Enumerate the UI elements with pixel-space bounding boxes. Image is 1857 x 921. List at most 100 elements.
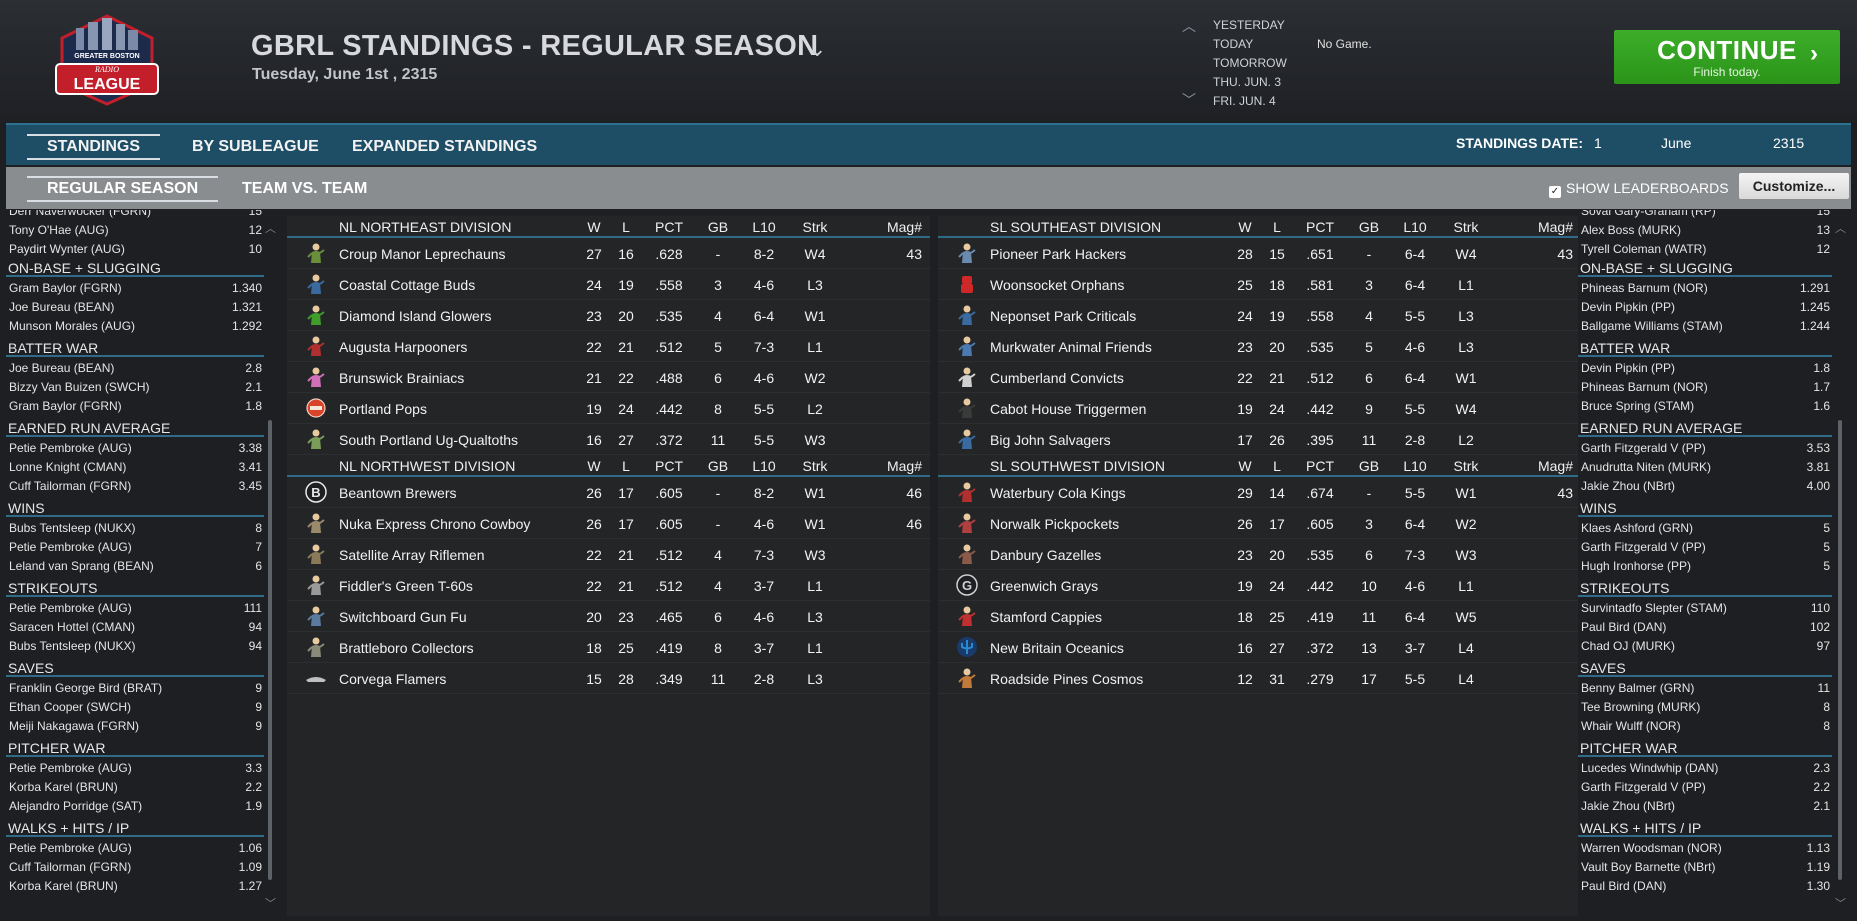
leader-row[interactable]: Joe Bureau (BEAN) 2.8 (6, 359, 264, 378)
team-row[interactable]: South Portland Ug-Qualtoths 16 27 .372 11 5-5… (287, 424, 930, 455)
leader-row[interactable]: Paydirt Wynter (AUG) 10 (6, 240, 264, 259)
tab-by-subleague[interactable]: BY SUBLEAGUE (192, 138, 319, 155)
team-name[interactable]: Woonsocket Orphans (990, 277, 1125, 293)
leader-row[interactable]: Survintadfo Slepter (STAM) 110 (1578, 599, 1832, 618)
leader-row[interactable]: Bubs Tentsleep (NUKX) 94 (6, 637, 264, 656)
leader-row[interactable]: Alejandro Porridge (SAT) 1.9 (6, 797, 264, 816)
leader-row[interactable]: Lonne Knight (CMAN) 3.41 (6, 458, 264, 477)
column-header-l[interactable]: L (1273, 458, 1281, 474)
team-name[interactable]: Satellite Array Riflemen (339, 547, 485, 563)
leader-row[interactable]: Korba Karel (BRUN) 2.2 (6, 778, 264, 797)
scroll-down-icon[interactable]: ﹀ (265, 898, 276, 910)
column-header-pct[interactable]: PCT (655, 458, 683, 474)
leader-row[interactable]: Korba Karel (BRUN) 1.27 (6, 877, 264, 896)
leader-row[interactable]: Devin Pipkin (PP) 1.245 (1578, 298, 1832, 317)
leader-row[interactable]: Petie Pembroke (AUG) 111 (6, 599, 264, 618)
leader-row[interactable]: Garth Fitzgerald V (PP) 5 (1578, 538, 1832, 557)
leader-row[interactable]: Bizzy Van Buizen (SWCH) 2.1 (6, 378, 264, 397)
column-header-pct[interactable]: PCT (1306, 458, 1334, 474)
team-row[interactable]: Big John Salvagers 17 26 .395 11 2-8 L2 (938, 424, 1581, 455)
leader-row[interactable]: Gram Baylor (FGRN) 1.8 (6, 397, 264, 416)
team-row[interactable]: Coastal Cottage Buds 24 19 .558 3 4-6 L3 (287, 269, 930, 300)
leader-row[interactable]: Leland van Sprang (BEAN) 6 (6, 557, 264, 576)
leader-row[interactable]: Paul Bird (DAN) 1.30 (1578, 877, 1832, 896)
leader-row[interactable]: Saracen Hottel (CMAN) 94 (6, 618, 264, 637)
team-row[interactable]: Waterbury Cola Kings 29 14 .674 - 5-5 W1 43 (938, 477, 1581, 508)
team-name[interactable]: Big John Salvagers (990, 432, 1111, 448)
leader-row[interactable]: Meiji Nakagawa (FGRN) 9 (6, 717, 264, 736)
leader-row[interactable]: Klaes Ashford (GRN) 5 (1578, 519, 1832, 538)
tab-standings[interactable]: STANDINGS (27, 134, 161, 160)
column-header-pct[interactable]: PCT (1306, 219, 1334, 235)
column-header-strk[interactable]: Strk (1453, 219, 1479, 235)
team-name[interactable]: Croup Manor Leprechauns (339, 246, 506, 262)
show-leaderboards-checkbox[interactable]: ✓ SHOW LEADERBOARDS (1549, 180, 1729, 198)
tab-team-vs-team[interactable]: TEAM VS. TEAM (242, 180, 368, 197)
leader-row[interactable]: Munson Morales (AUG) 1.292 (6, 317, 264, 336)
team-row[interactable]: Portland Pops 19 24 .442 8 5-5 L2 (287, 393, 930, 424)
team-row[interactable]: Cumberland Convicts 22 21 .512 6 6-4 W1 (938, 362, 1581, 393)
leader-row[interactable]: Soval Gary-Graham (RP) 15 (1578, 210, 1832, 221)
leader-row[interactable]: Garth Fitzgerald V (PP) 2.2 (1578, 778, 1832, 797)
team-name[interactable]: Norwalk Pickpockets (990, 516, 1120, 532)
team-name[interactable]: Cumberland Convicts (990, 370, 1124, 386)
leader-row[interactable]: Ballgame Williams (STAM) 1.244 (1578, 317, 1832, 336)
day-nav-yesterday[interactable]: YESTERDAY (1213, 18, 1285, 32)
leader-row[interactable]: Joe Bureau (BEAN) 1.321 (6, 298, 264, 317)
column-header-l10[interactable]: L10 (752, 458, 776, 474)
day-nav-tomorrow[interactable]: TOMORROW (1213, 56, 1287, 70)
team-row[interactable]: Norwalk Pickpockets 26 17 .605 3 6-4 W2 (938, 508, 1581, 539)
team-row[interactable]: Stamford Cappies 18 25 .419 11 6-4 W5 (938, 601, 1581, 632)
tab-expanded-standings[interactable]: EXPANDED STANDINGS (352, 138, 538, 155)
leader-row[interactable]: Petie Pembroke (AUG) 3.38 (6, 439, 264, 458)
team-row[interactable]: Switchboard Gun Fu 20 23 .465 6 4-6 L3 (287, 601, 930, 632)
leader-row[interactable]: Petie Pembroke (AUG) 7 (6, 538, 264, 557)
leader-row[interactable]: Petie Pembroke (AUG) 1.06 (6, 839, 264, 858)
team-row[interactable]: Murkwater Animal Friends 23 20 .535 5 4-6 L3 (938, 331, 1581, 362)
scroll-up-icon[interactable]: ︿ (1835, 223, 1846, 235)
column-header-pct[interactable]: PCT (655, 219, 683, 235)
column-header-l[interactable]: L (622, 458, 630, 474)
team-row[interactable]: Woonsocket Orphans 25 18 .581 3 6-4 L1 (938, 269, 1581, 300)
column-header-mag[interactable]: Mag# (886, 219, 922, 235)
scroll-down-icon[interactable]: ﹀ (1835, 898, 1846, 910)
team-name[interactable]: Cabot House Triggermen (990, 401, 1147, 417)
leader-row[interactable]: Chad OJ (MURK) 97 (1578, 637, 1832, 656)
leader-row[interactable]: Cuff Tailorman (FGRN) 3.45 (6, 477, 264, 496)
column-header-l[interactable]: L (1273, 219, 1281, 235)
scroll-up-icon[interactable]: ︿ (265, 223, 276, 235)
leader-row[interactable]: Anudrutta Niten (MURK) 3.81 (1578, 458, 1832, 477)
leader-row[interactable]: Lucedes Windwhip (DAN) 2.3 (1578, 759, 1832, 778)
leader-row[interactable]: Gram Baylor (FGRN) 1.340 (6, 279, 264, 298)
team-row[interactable]: Diamond Island Glowers 23 20 .535 4 6-4 W1 (287, 300, 930, 331)
leader-row[interactable]: Paul Bird (DAN) 102 (1578, 618, 1832, 637)
chevron-down-icon[interactable]: ﹀ (1182, 92, 1196, 108)
team-name[interactable]: Nuka Express Chrono Cowboy (339, 516, 531, 532)
column-header-gb[interactable]: GB (1358, 458, 1380, 474)
leader-row[interactable]: Whair Wulff (NOR) 8 (1578, 717, 1832, 736)
column-header-l10[interactable]: L10 (1403, 458, 1427, 474)
team-name[interactable]: Neponset Park Criticals (990, 308, 1137, 324)
team-name[interactable]: South Portland Ug-Qualtoths (339, 432, 518, 448)
column-header-w[interactable]: W (1238, 219, 1252, 235)
team-row[interactable]: Satellite Array Riflemen 22 21 .512 4 7-3 W3 (287, 539, 930, 570)
team-row[interactable]: Brattleboro Collectors 18 25 .419 8 3-7 L1 (287, 632, 930, 663)
leader-row[interactable]: Tony O'Hae (AUG) 12 (6, 221, 264, 240)
column-header-gb[interactable]: GB (1358, 219, 1380, 235)
leader-row[interactable]: Warren Woodsman (NOR) 1.13 (1578, 839, 1832, 858)
leader-row[interactable]: Jakie Zhou (NBrt) 2.1 (1578, 797, 1832, 816)
leader-row[interactable]: Ethan Cooper (SWCH) 9 (6, 698, 264, 717)
team-name[interactable]: Murkwater Animal Friends (990, 339, 1152, 355)
chevron-down-icon[interactable]: ⌄ (808, 36, 827, 61)
leader-row[interactable]: Benny Balmer (GRN) 11 (1578, 679, 1832, 698)
team-row[interactable]: Croup Manor Leprechauns 27 16 .628 - 8-2 W4 43 (287, 238, 930, 269)
column-header-gb[interactable]: GB (707, 219, 729, 235)
team-row[interactable]: Cabot House Triggermen 19 24 .442 9 5-5 W4 (938, 393, 1581, 424)
team-row[interactable]: Pioneer Park Hackers 28 15 .651 - 6-4 W4 43 (938, 238, 1581, 269)
leader-row[interactable]: Cuff Tailorman (FGRN) 1.09 (6, 858, 264, 877)
leader-row[interactable]: Bubs Tentsleep (NUKX) 8 (6, 519, 264, 538)
team-name[interactable]: Roadside Pines Cosmos (990, 671, 1144, 687)
column-header-w[interactable]: W (587, 458, 601, 474)
column-header-l10[interactable]: L10 (1403, 219, 1427, 235)
scroll-thumb[interactable] (268, 420, 272, 880)
